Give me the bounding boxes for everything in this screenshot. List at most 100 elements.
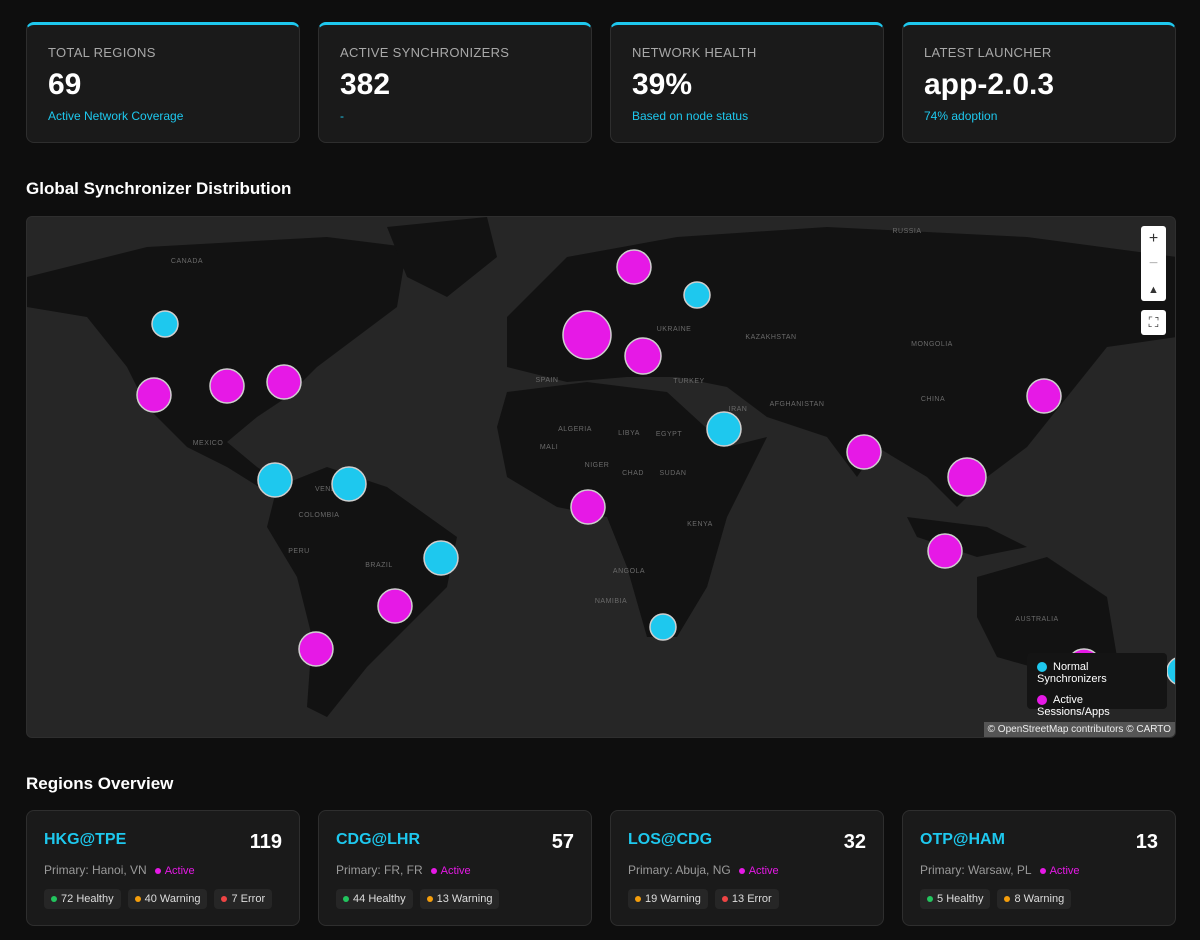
- stat-value: 39%: [632, 68, 693, 101]
- stat-label: TOTAL REGIONS: [48, 45, 156, 60]
- status-dot: [430, 868, 437, 875]
- stat-note: Active Network Coverage: [48, 109, 184, 123]
- legend-label: Normal Synchronizers: [1037, 661, 1107, 685]
- region-name: CDG@LHR: [336, 831, 421, 848]
- country-label: MONGOLIA: [911, 341, 953, 348]
- zoom-controls[interactable]: + − ▲: [1141, 226, 1166, 301]
- status: Active: [430, 865, 471, 877]
- region-card[interactable]: LOS@CDG 32 Primary: Abuja, NG Active 19 Warn…: [610, 810, 884, 926]
- legend-label: Active Sessions/Apps: [1037, 694, 1110, 718]
- region-card[interactable]: HKG@TPE 119 Primary: Hanoi, VN Active 72 Hea…: [26, 810, 300, 926]
- country-label: AUSTRALIA: [1015, 616, 1058, 623]
- stat-note: 74% adoption: [924, 109, 998, 123]
- chips: 72 Healthy 40 Warning 7 Error: [44, 889, 282, 909]
- region-count: 13: [1135, 831, 1158, 853]
- map-marker: [706, 411, 742, 447]
- chip-dot: [343, 896, 349, 903]
- country-label: UKRAINE: [657, 326, 692, 333]
- stat-card: TOTAL REGIONS 69 Active Network Coverage: [26, 22, 300, 143]
- attribution: © OpenStreetMap contributors © CARTO: [983, 722, 1175, 737]
- fullscreen-button[interactable]: ⛶: [1141, 310, 1166, 335]
- map-marker: [136, 377, 172, 413]
- map-marker: [423, 540, 459, 576]
- status-chip: 44 Healthy: [336, 889, 413, 909]
- map-marker: [927, 533, 963, 569]
- map-marker: [209, 368, 245, 404]
- map-marker: [1026, 378, 1062, 414]
- status-chip: 7 Error: [214, 889, 273, 909]
- country-label: ANGOLA: [613, 568, 645, 575]
- country-label: RUSSIA: [892, 228, 921, 235]
- status: Active: [154, 865, 195, 877]
- country-label: BRAZIL: [365, 562, 393, 569]
- stat-label: NETWORK HEALTH: [632, 45, 757, 60]
- primary-location: Primary: Warsaw, PL: [920, 863, 1032, 877]
- country-label: LIBYA: [618, 430, 640, 437]
- map-marker: [331, 466, 367, 502]
- chip-count: 40: [144, 893, 157, 905]
- country-label: CHINA: [921, 396, 945, 403]
- chip-count: 19: [645, 893, 658, 905]
- map-marker: [257, 462, 293, 498]
- status-dot: [738, 868, 745, 875]
- map-marker: [151, 310, 179, 338]
- chip-label: Healthy: [76, 893, 114, 905]
- region-card[interactable]: CDG@LHR 57 Primary: FR, FR Active 44 Healthy…: [318, 810, 592, 926]
- status: Active: [1039, 865, 1080, 877]
- map-marker: [562, 310, 612, 360]
- primary-location: Primary: FR, FR: [336, 863, 423, 877]
- region-card[interactable]: OTP@HAM 13 Primary: Warsaw, PL Active 5 Heal…: [902, 810, 1176, 926]
- status-text: Active: [440, 865, 471, 877]
- chips: 5 Healthy 8 Warning: [920, 889, 1158, 909]
- region-name: HKG@TPE: [44, 831, 127, 848]
- map-marker: [266, 364, 302, 400]
- chips: 44 Healthy 13 Warning: [336, 889, 574, 909]
- status-text: Active: [748, 865, 779, 877]
- country-label: SUDAN: [659, 470, 686, 477]
- status-dot: [154, 868, 161, 875]
- legend-item: Active Sessions/Apps: [1037, 694, 1157, 718]
- chip-count: 8: [1014, 893, 1021, 905]
- status-chip: 8 Warning: [997, 889, 1072, 909]
- map-marker: [683, 281, 711, 309]
- map-marker: [570, 489, 606, 525]
- chips: 19 Warning 13 Error: [628, 889, 866, 909]
- country-label: KENYA: [687, 521, 713, 528]
- chip-label: Warning: [159, 893, 201, 905]
- map[interactable]: CANADA RUSSIA KAZAKHSTAN CHINA MEXICO BRAZIL P…: [26, 216, 1176, 738]
- country-label: NIGER: [585, 462, 610, 469]
- map-marker: [1166, 657, 1175, 685]
- chip-label: Healthy: [946, 893, 984, 905]
- stat-value: 382: [340, 68, 391, 101]
- map-marker: [649, 613, 677, 641]
- chip-dot: [134, 896, 141, 903]
- section-title: Global Synchronizer Distribution: [26, 179, 292, 198]
- chip-label: Warning: [1023, 893, 1065, 905]
- region-count: 32: [843, 831, 866, 853]
- chip-count: 72: [61, 893, 74, 905]
- status-chip: 40 Warning: [127, 889, 208, 909]
- region-primary: Primary: Abuja, NG Active: [628, 863, 866, 877]
- country-label: PERU: [288, 548, 309, 555]
- chip-dot: [51, 896, 57, 903]
- map-marker: [947, 457, 987, 497]
- status-text: Active: [1049, 865, 1080, 877]
- stat-value: 69: [48, 68, 82, 101]
- legend-item: Normal Synchronizers: [1037, 661, 1157, 685]
- status-chip: 5 Healthy: [920, 889, 991, 909]
- map-marker: [616, 249, 652, 285]
- region-name: OTP@HAM: [920, 831, 1005, 848]
- status-chip: 13 Error: [714, 889, 779, 909]
- country-label: IRAN: [729, 406, 748, 413]
- chip-label: Warning: [451, 893, 493, 905]
- map-marker: [377, 588, 413, 624]
- region-count: 119: [249, 831, 282, 853]
- map-marker: [846, 434, 882, 470]
- chip-dot: [221, 896, 228, 903]
- stat-note: Based on node status: [632, 109, 749, 123]
- stat-note: -: [340, 109, 344, 123]
- status-chip: 19 Warning: [628, 889, 708, 909]
- country-label: AFGHANISTAN: [770, 401, 825, 408]
- section-title: Regions Overview: [26, 774, 174, 793]
